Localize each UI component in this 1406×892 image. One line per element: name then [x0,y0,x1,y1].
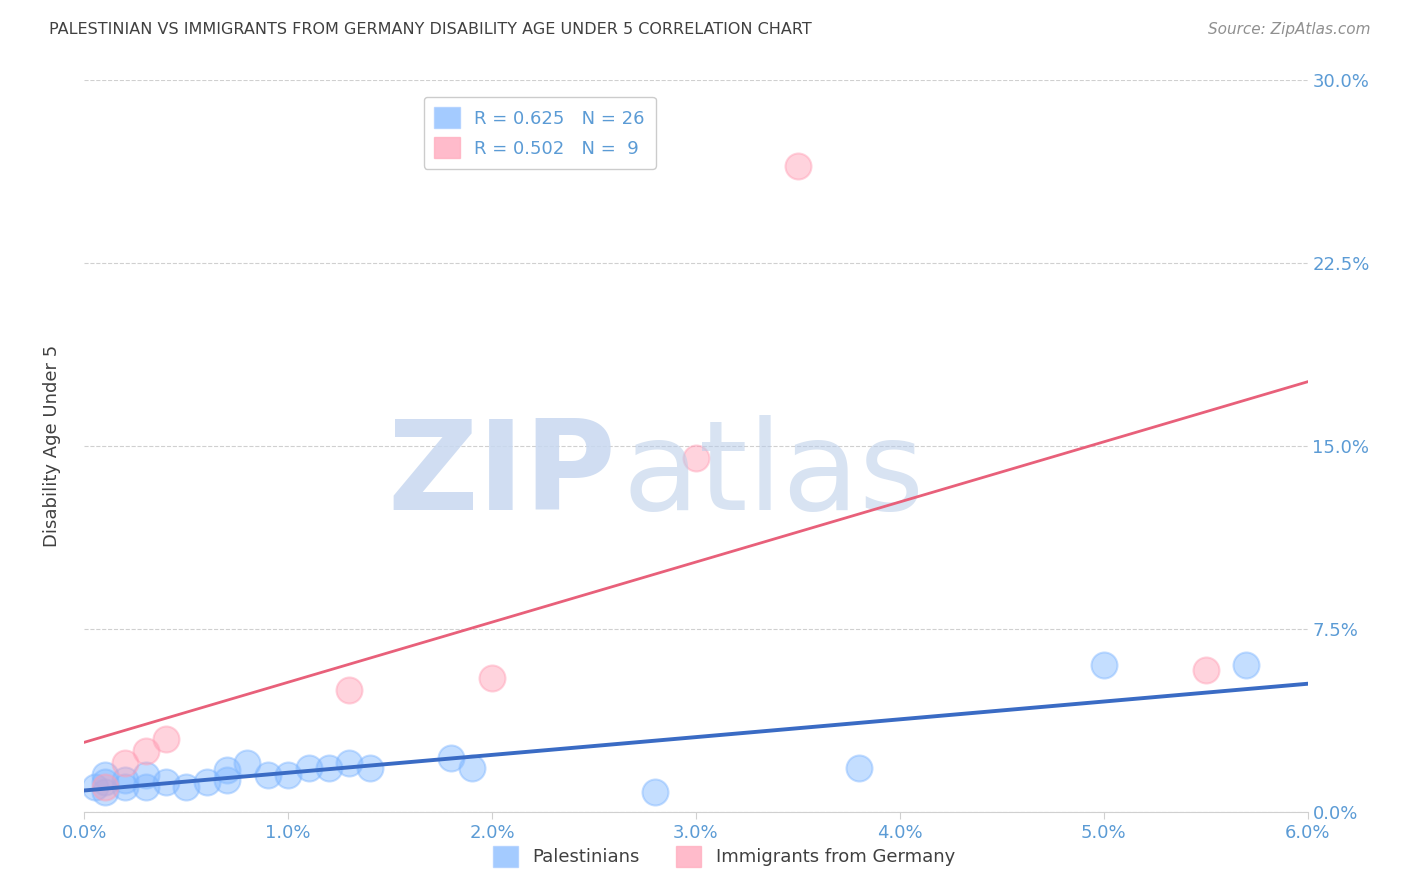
Text: ZIP: ZIP [388,415,616,536]
Point [93,768,117,782]
Text: PALESTINIAN VS IMMIGRANTS FROM GERMANY DISABILITY AGE UNDER 5 CORRELATION CHART: PALESTINIAN VS IMMIGRANTS FROM GERMANY D… [49,22,811,37]
Point [1092,658,1115,673]
Point [461,761,484,775]
Point [93,780,117,795]
Y-axis label: Disability Age Under 5: Disability Age Under 5 [42,345,60,547]
Text: atlas: atlas [623,415,925,536]
Point [644,785,666,799]
Point [114,780,136,795]
Point [135,744,157,758]
Point [114,772,136,787]
Text: Source: ZipAtlas.com: Source: ZipAtlas.com [1208,22,1371,37]
Point [339,682,361,697]
Point [359,761,381,775]
Point [93,785,117,799]
Point [135,768,157,782]
Point [298,761,321,775]
Legend: Palestinians, Immigrants from Germany: Palestinians, Immigrants from Germany [486,838,962,874]
Legend: R = 0.625   N = 26, R = 0.502   N =  9: R = 0.625 N = 26, R = 0.502 N = 9 [423,96,655,169]
Point [685,451,707,466]
Point [1236,658,1258,673]
Point [176,780,198,795]
Point [481,671,503,685]
Point [217,764,239,778]
Point [257,768,280,782]
Point [195,775,218,789]
Point [217,772,239,787]
Point [114,756,136,770]
Point [93,775,117,789]
Point [1195,663,1218,677]
Point [440,751,463,765]
Point [318,761,340,775]
Point [236,756,259,770]
Point [277,768,299,782]
Point [135,780,157,795]
Point [83,780,105,795]
Point [155,731,177,746]
Point [787,159,810,173]
Point [155,775,177,789]
Point [339,756,361,770]
Point [848,761,870,775]
